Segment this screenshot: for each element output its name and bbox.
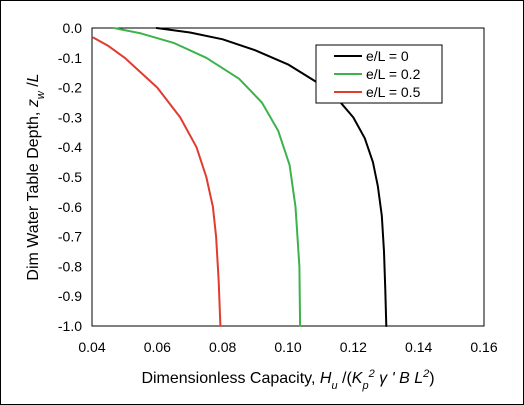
y-tick-label: -0.2 xyxy=(58,80,82,96)
x-axis-title-part: ) xyxy=(429,370,434,387)
series-line-0 xyxy=(155,27,388,327)
x-axis-title-part: p xyxy=(361,380,368,392)
x-axis-title-part: K xyxy=(352,370,364,387)
legend-label-1: e/L = 0.2 xyxy=(366,66,421,82)
y-tick-label: 0.0 xyxy=(63,20,83,36)
y-axis-title-part: Dim Water Table Depth, xyxy=(25,107,42,280)
y-tick-label: -0.8 xyxy=(58,258,82,274)
series-line-1 xyxy=(112,27,302,327)
y-tick-label: -0.1 xyxy=(58,50,82,66)
y-tick-label: -0.5 xyxy=(58,169,82,185)
y-tick-label: -0.9 xyxy=(58,288,82,304)
y-axis-title: Dim Water Table Depth, zw /L xyxy=(25,73,47,280)
x-axis-title-part: 2 xyxy=(422,368,429,380)
y-tick-label: -0.7 xyxy=(58,229,82,245)
x-axis-title-part: u xyxy=(331,380,337,392)
plot-area xyxy=(91,27,485,327)
x-axis-title-part: 2 xyxy=(368,368,375,380)
y-axis-title-part: z xyxy=(25,99,42,108)
x-tick-label: 0.12 xyxy=(340,339,367,355)
legend-label-2: e/L = 0.5 xyxy=(366,84,421,100)
x-axis-title-part: H xyxy=(320,370,332,387)
y-tick-label: -0.4 xyxy=(58,139,82,155)
x-axis-title: Dimensionless Capacity, Hu /(Kp2 γ ' B L… xyxy=(141,368,434,392)
x-tick-label: 0.04 xyxy=(78,339,105,355)
x-axis-title-part: Dimensionless Capacity, xyxy=(141,370,319,387)
y-axis-title-part: w xyxy=(35,90,47,99)
y-axis-title-part: L xyxy=(25,73,42,82)
series-line-2 xyxy=(92,36,222,327)
x-axis-title-part: γ ' B L xyxy=(375,370,423,387)
x-tick-label: 0.06 xyxy=(144,339,171,355)
x-tick-label: 0.14 xyxy=(405,339,432,355)
legend-box xyxy=(315,44,443,104)
x-tick-label: 0.10 xyxy=(274,339,301,355)
x-tick-label: 0.08 xyxy=(209,339,236,355)
y-tick-label: -1.0 xyxy=(58,318,82,334)
y-tick-label: -0.3 xyxy=(58,109,82,125)
legend-label-0: e/L = 0 xyxy=(366,48,409,64)
y-axis-title-part: / xyxy=(25,82,42,91)
y-tick-label: -0.6 xyxy=(58,199,82,215)
x-axis-title-part: /( xyxy=(338,370,353,387)
x-tick-label: 0.16 xyxy=(470,339,497,355)
